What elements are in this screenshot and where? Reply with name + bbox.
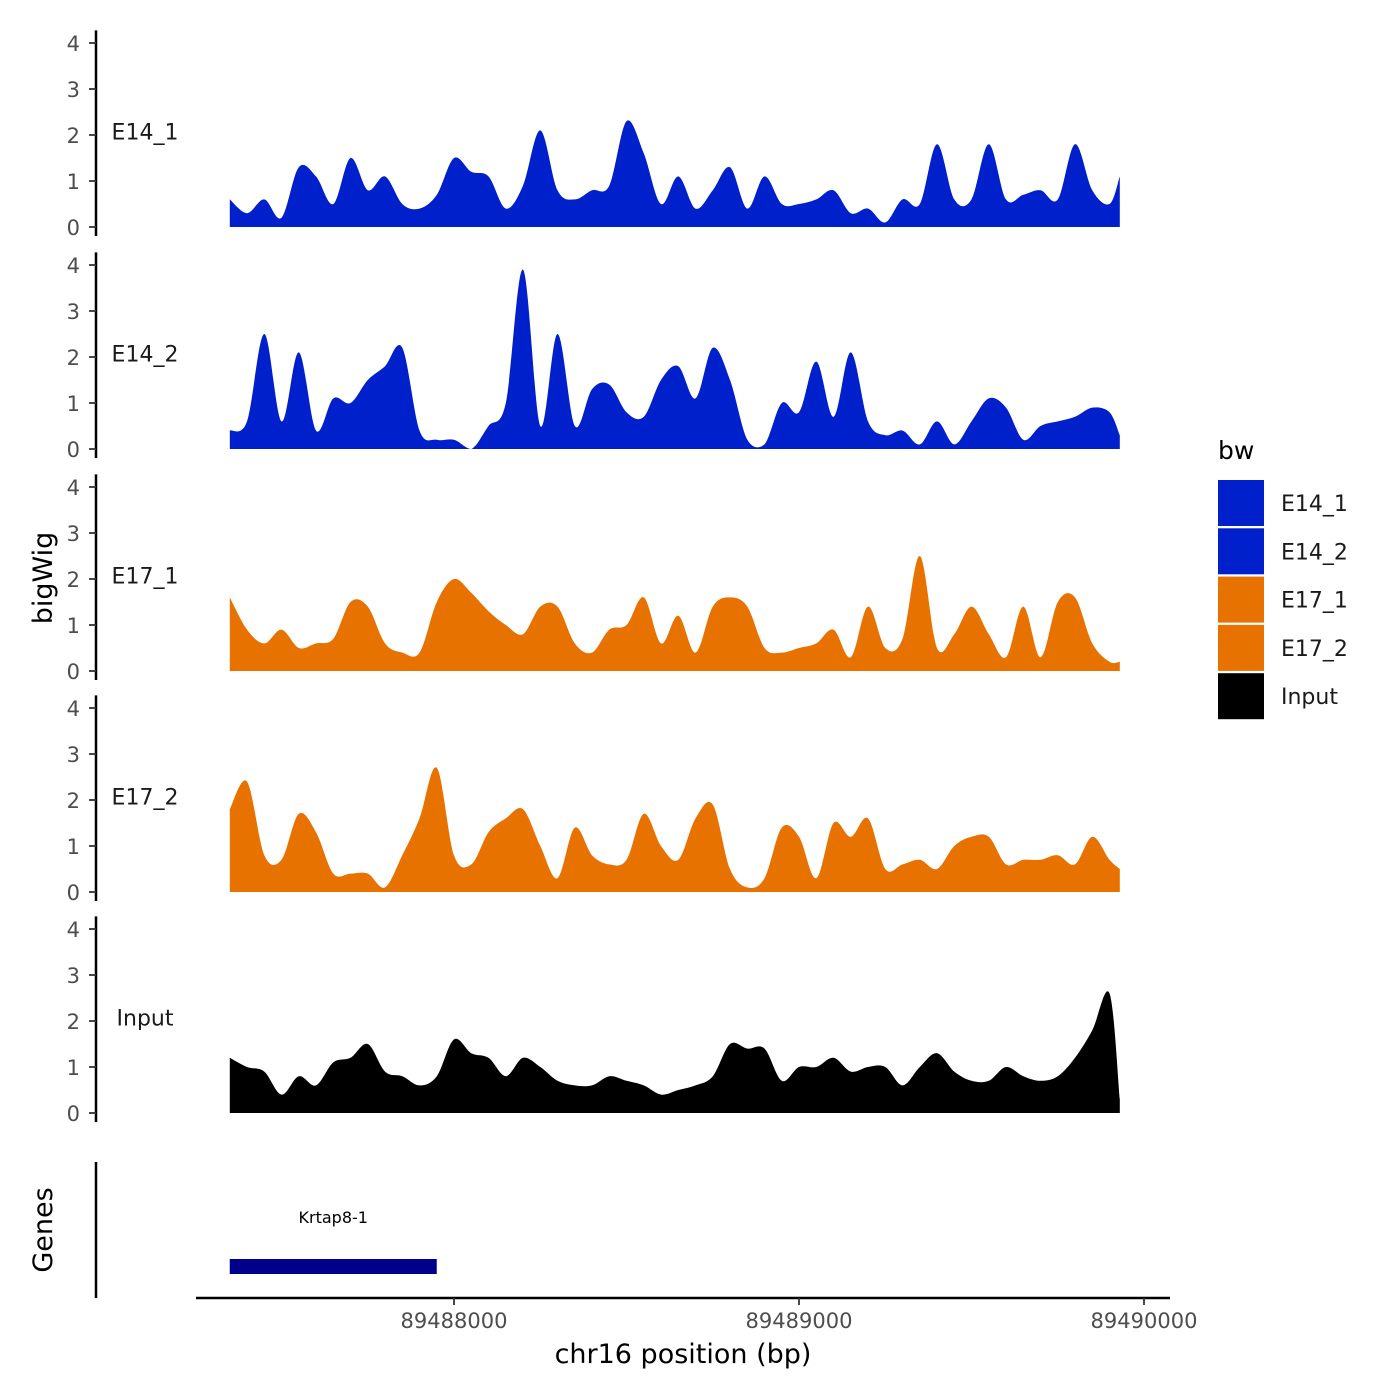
y-tick-label: 2 [67,346,80,370]
y-tick-label: 1 [67,614,80,638]
y-tick-label: 3 [67,300,80,324]
track-e17-2: 0 1 2 3 4 E17_2 [67,695,1120,905]
y-axis-title: bigWig [28,532,59,625]
coverage-area [229,120,1120,227]
y-tick-label: 4 [67,476,80,500]
y-tick-label: 1 [67,392,80,416]
coverage-area [229,269,1120,449]
y-tick-label: 0 [67,660,80,684]
genes-axis-title: Genes [28,1187,59,1272]
legend-swatch [1218,528,1264,575]
track-e14-1: 0 1 2 3 4 E14_1 [67,30,1120,240]
y-tick-label: 0 [67,881,80,905]
y-tick-label: 4 [67,918,80,942]
y-tick-label: 3 [67,964,80,988]
track-label: E14_1 [112,121,179,146]
legend-swatch [1218,480,1264,526]
y-tick-label: 2 [67,568,80,592]
track-e14-2: 0 1 2 3 4 E14_2 [67,252,1120,462]
legend-label: E14_1 [1281,492,1348,517]
x-tick-label: 89490000 [1091,1309,1198,1333]
legend-label: Input [1281,685,1338,710]
x-tick-label: 89489000 [746,1309,853,1333]
gene-label: Krtap8-1 [299,1208,368,1227]
x-axis-title: chr16 position (bp) [555,1339,812,1370]
y-tick-label: 2 [67,1010,80,1034]
gene-body [229,1259,437,1274]
y-tick-label: 1 [67,170,80,194]
legend-label: E17_2 [1281,637,1348,662]
bigwig-tracks: 0 1 2 3 4 E14_1 0 1 2 3 4 E14_2 0 1 2 3 4 E17_1 0 1 2 3 4 E17_2… [67,30,1120,1126]
legend-title: bw [1218,436,1254,465]
y-tick-label: 4 [67,697,80,721]
y-tick-label: 3 [67,78,80,102]
y-tick-label: 0 [67,438,80,462]
y-tick-label: 3 [67,743,80,767]
y-tick-label: 1 [67,835,80,859]
y-tick-label: 2 [67,789,80,813]
track-label: Input [117,1007,174,1032]
legend-swatch [1218,673,1264,720]
y-tick-label: 0 [67,216,80,240]
track-input: 0 1 2 3 4 Input [67,916,1120,1126]
coverage-area [229,991,1120,1113]
y-tick-label: 0 [67,1102,80,1126]
gene-models: Krtap8-1 [229,1208,437,1274]
x-tick-label: 89488000 [401,1309,508,1333]
coverage-area [229,555,1120,671]
y-tick-label: 2 [67,124,80,148]
track-label: E17_2 [112,786,179,811]
legend-label: E14_2 [1281,540,1348,565]
legend: bw E14_1 E14_2 E17_1 E17_2 Input [1218,436,1348,720]
y-tick-label: 1 [67,1056,80,1080]
y-tick-label: 3 [67,522,80,546]
y-tick-label: 4 [67,254,80,278]
track-e17-1: 0 1 2 3 4 E17_1 [67,474,1120,684]
legend-swatch [1218,624,1264,671]
y-tick-label: 4 [67,32,80,56]
x-axis-ticks: 89488000 89489000 89490000 [401,1298,1198,1333]
legend-label: E17_1 [1281,589,1348,614]
legend-swatch [1218,576,1264,623]
track-label: E14_2 [112,343,179,368]
track-label: E17_1 [112,565,179,590]
coverage-area [229,767,1120,892]
